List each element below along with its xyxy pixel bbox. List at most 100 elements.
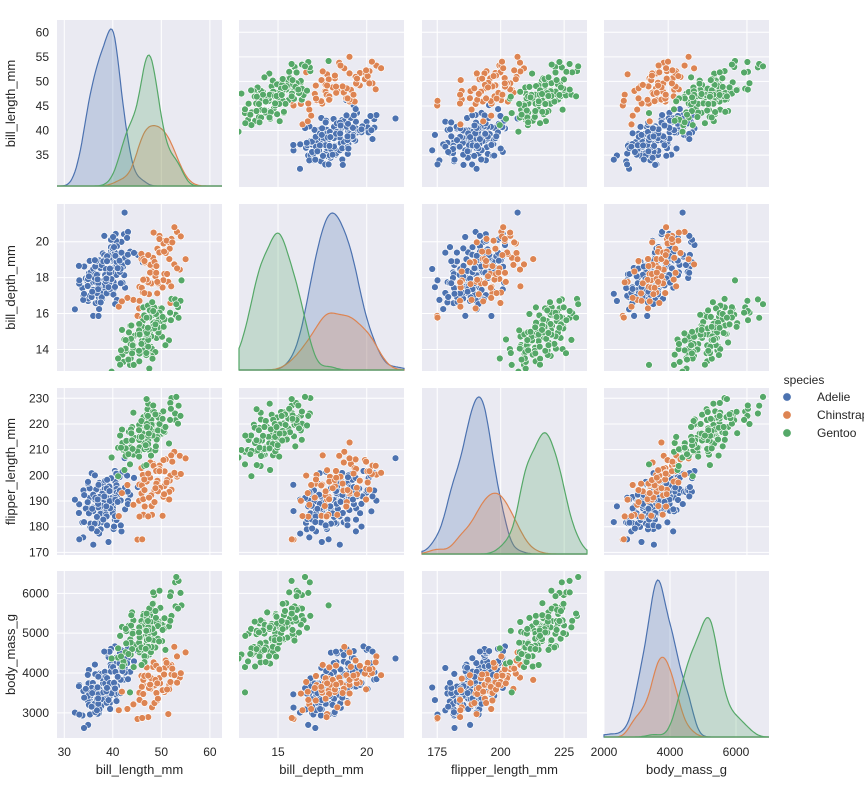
point-chinstrap [653, 268, 661, 277]
point-gentoo [733, 429, 741, 437]
point-gentoo [255, 628, 263, 637]
point-chinstrap [512, 249, 521, 257]
point-gentoo [547, 60, 556, 69]
point-gentoo [514, 128, 523, 136]
point-chinstrap [513, 53, 522, 61]
point-gentoo [174, 314, 183, 322]
point-gentoo [114, 644, 122, 652]
y-axis-label-body-mass-g: body_mass_g [3, 614, 18, 695]
point-adelie [637, 131, 646, 139]
point-adelie [625, 518, 634, 527]
point-chinstrap [333, 703, 341, 711]
point-gentoo [118, 326, 126, 334]
point-gentoo [124, 450, 133, 458]
point-gentoo [688, 436, 696, 444]
point-chinstrap [467, 296, 476, 304]
point-chinstrap [138, 535, 146, 543]
point-chinstrap [319, 67, 327, 76]
point-chinstrap [298, 706, 307, 714]
point-adelie [94, 481, 103, 489]
point-chinstrap [506, 228, 514, 237]
point-gentoo [522, 364, 530, 371]
point-adelie [111, 283, 119, 291]
point-chinstrap [466, 671, 474, 679]
point-adelie [450, 724, 459, 732]
point-gentoo [291, 442, 299, 450]
kde-gentoo [57, 54, 222, 187]
point-gentoo [276, 117, 284, 125]
point-chinstrap [118, 687, 126, 696]
point-chinstrap [473, 69, 481, 78]
point-chinstrap [167, 282, 175, 290]
point-chinstrap [655, 68, 663, 77]
point-chinstrap [144, 512, 152, 521]
point-adelie [473, 142, 481, 150]
point-gentoo [645, 361, 653, 369]
point-gentoo [572, 609, 580, 618]
point-gentoo [278, 617, 286, 625]
point-chinstrap [153, 278, 162, 286]
point-chinstrap [129, 501, 138, 509]
point-adelie [468, 243, 477, 251]
point-adelie [453, 248, 461, 257]
point-chinstrap [630, 267, 639, 276]
point-gentoo [759, 393, 767, 401]
kde-gentoo [422, 432, 588, 555]
point-chinstrap [304, 117, 312, 126]
point-gentoo [709, 336, 718, 344]
point-gentoo [538, 326, 546, 334]
point-chinstrap [466, 280, 475, 288]
point-adelie [439, 305, 447, 313]
point-gentoo [532, 618, 540, 627]
point-gentoo [754, 409, 762, 418]
point-adelie [93, 683, 102, 691]
y-tick-label: 16 [36, 307, 50, 321]
point-gentoo [117, 444, 125, 452]
point-adelie [80, 290, 88, 298]
point-gentoo [145, 364, 153, 371]
point-adelie [296, 529, 304, 538]
point-chinstrap [456, 120, 465, 129]
point-adelie [372, 675, 381, 683]
point-adelie [91, 660, 99, 669]
point-adelie [391, 114, 400, 123]
point-chinstrap [671, 269, 680, 277]
point-gentoo [255, 118, 264, 127]
point-gentoo [241, 460, 249, 468]
point-gentoo [544, 613, 553, 621]
point-gentoo [697, 90, 706, 98]
panel-bill-length-mm-vs-flipper-length-mm [422, 20, 587, 187]
point-adelie [649, 124, 657, 133]
point-gentoo [303, 421, 311, 430]
point-chinstrap [690, 64, 698, 73]
point-gentoo [562, 349, 570, 357]
point-chinstrap [655, 299, 663, 307]
point-gentoo [288, 395, 296, 403]
point-chinstrap [657, 438, 666, 447]
point-adelie [459, 244, 467, 253]
point-chinstrap [177, 669, 185, 677]
point-gentoo [259, 432, 267, 440]
point-chinstrap [118, 297, 126, 305]
point-chinstrap [340, 643, 348, 651]
y-tick-label: 20 [36, 235, 50, 249]
point-chinstrap [181, 255, 190, 263]
point-chinstrap [657, 484, 666, 492]
point-chinstrap [345, 648, 354, 657]
point-chinstrap [146, 268, 154, 277]
y-tick-label: 14 [36, 342, 50, 356]
point-chinstrap [662, 64, 670, 72]
point-adelie [440, 760, 447, 767]
point-chinstrap [338, 82, 347, 91]
point-chinstrap [644, 304, 652, 313]
point-chinstrap [643, 96, 652, 104]
point-gentoo [725, 410, 734, 419]
point-chinstrap [637, 512, 646, 521]
point-chinstrap [620, 97, 628, 105]
point-chinstrap [158, 283, 167, 292]
point-chinstrap [168, 664, 177, 673]
point-chinstrap [484, 83, 492, 92]
point-adelie [350, 111, 358, 120]
point-chinstrap [115, 512, 123, 520]
point-chinstrap [312, 94, 320, 103]
